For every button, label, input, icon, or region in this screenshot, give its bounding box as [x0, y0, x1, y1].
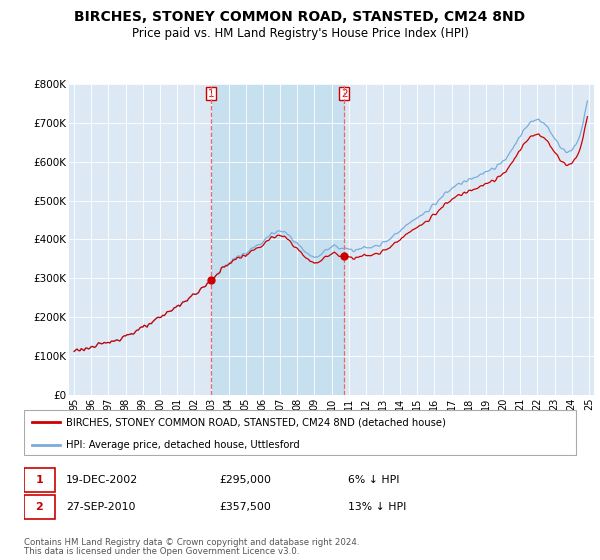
FancyBboxPatch shape: [24, 410, 577, 455]
Bar: [211, 84, 344, 395]
Text: 13% ↓ HPI: 13% ↓ HPI: [347, 502, 406, 512]
Text: 2: 2: [341, 88, 347, 99]
Text: £295,000: £295,000: [220, 475, 271, 485]
Text: This data is licensed under the Open Government Licence v3.0.: This data is licensed under the Open Gov…: [24, 548, 299, 557]
Text: Price paid vs. HM Land Registry's House Price Index (HPI): Price paid vs. HM Land Registry's House …: [131, 27, 469, 40]
Text: 27-SEP-2010: 27-SEP-2010: [66, 502, 136, 512]
FancyBboxPatch shape: [24, 468, 55, 492]
Text: Contains HM Land Registry data © Crown copyright and database right 2024.: Contains HM Land Registry data © Crown c…: [24, 539, 359, 548]
Text: BIRCHES, STONEY COMMON ROAD, STANSTED, CM24 8ND (detached house): BIRCHES, STONEY COMMON ROAD, STANSTED, C…: [66, 417, 446, 427]
Text: 6% ↓ HPI: 6% ↓ HPI: [347, 475, 399, 485]
Text: 19-DEC-2002: 19-DEC-2002: [66, 475, 138, 485]
Text: BIRCHES, STONEY COMMON ROAD, STANSTED, CM24 8ND: BIRCHES, STONEY COMMON ROAD, STANSTED, C…: [74, 10, 526, 24]
Text: HPI: Average price, detached house, Uttlesford: HPI: Average price, detached house, Uttl…: [66, 440, 299, 450]
Text: 1: 1: [208, 88, 214, 99]
FancyBboxPatch shape: [24, 495, 55, 520]
Text: 1: 1: [35, 475, 43, 485]
Text: 2: 2: [35, 502, 43, 512]
Text: £357,500: £357,500: [220, 502, 271, 512]
